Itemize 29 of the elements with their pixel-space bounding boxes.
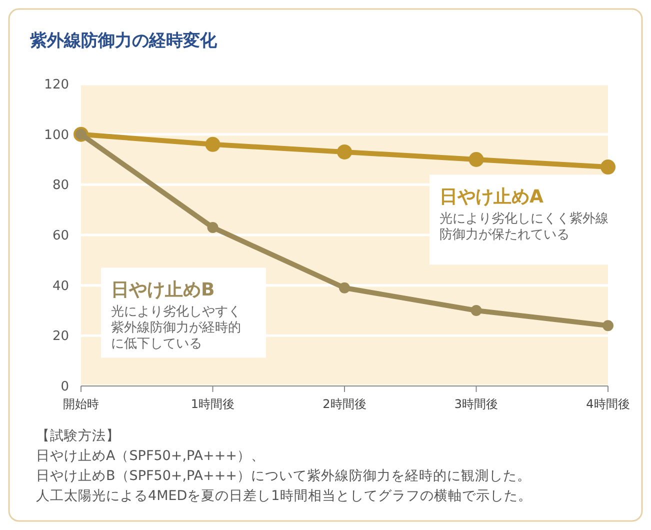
point <box>207 222 218 233</box>
point <box>339 282 350 294</box>
chart-title: 紫外線防御力の経時変化 <box>29 31 218 51</box>
text: 日やけ止めB <box>111 280 215 301</box>
point <box>205 136 220 152</box>
point <box>600 160 616 175</box>
point <box>470 305 482 316</box>
y-tick-label: 0 <box>60 380 69 395</box>
y-tick-label: 100 <box>44 128 69 143</box>
x-tick-label: 3時間後 <box>454 397 498 411</box>
x-tick-label: 1時間後 <box>190 397 235 411</box>
x-tick-label: 2時間後 <box>322 397 366 411</box>
y-tick-label: 80 <box>52 178 69 194</box>
point <box>468 152 484 167</box>
x-tick-label: 開始時 <box>63 397 99 411</box>
point <box>337 144 352 160</box>
text: 日やけ止めA（SPF50+,PA+++）、 <box>36 448 265 464</box>
annotation: 光により劣化しにくく紫外線防御力が保たれている <box>440 212 608 243</box>
series-label: 日やけ止めA <box>440 186 544 208</box>
y-tick-label: 120 <box>44 78 69 93</box>
x-tick-label: 4時間後 <box>586 397 630 411</box>
y-tick-label: 40 <box>52 278 69 294</box>
y-tick-label: 60 <box>52 228 69 244</box>
annotation: 光により劣化しやすく紫外線防御力が経時的に低下している <box>111 304 241 352</box>
text: 人工太陽光による4MEDを夏の日差し1時間相当としてグラフの横軸で示した。 <box>36 488 532 504</box>
y-tick-label: 20 <box>52 329 69 344</box>
text: 【試験方法】 <box>36 428 120 444</box>
point <box>602 320 614 332</box>
text: 日やけ止めB（SPF50+,PA+++）について紫外線防御力を経時的に観測した。 <box>36 468 531 484</box>
